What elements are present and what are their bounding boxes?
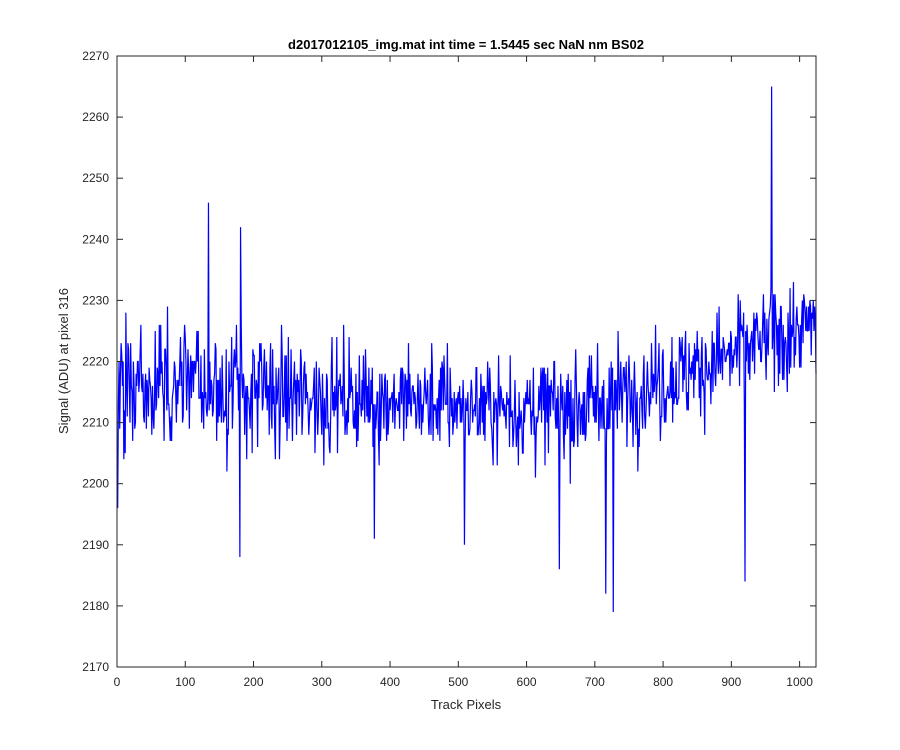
chart-title: d2017012105_img.mat int time = 1.5445 se… [288, 37, 644, 52]
x-tick-label: 600 [517, 675, 537, 689]
y-tick-label: 2170 [82, 660, 109, 674]
y-tick-label: 2220 [82, 355, 109, 369]
y-tick-label: 2210 [82, 416, 109, 430]
y-tick-label: 2230 [82, 293, 109, 307]
series-layer [117, 86, 817, 613]
x-tick-label: 400 [380, 675, 400, 689]
x-tick-label: 200 [244, 675, 264, 689]
y-tick-label: 2250 [82, 171, 109, 185]
x-tick-label: 700 [585, 675, 605, 689]
y-tick-label: 2240 [82, 232, 109, 246]
y-tick-label: 2260 [82, 110, 109, 124]
y-tick-label: 2190 [82, 538, 109, 552]
x-tick-label: 1000 [786, 675, 813, 689]
x-axis-ticks: 0 100 200 300 400 500 600 700 800 900 1000 [114, 56, 813, 689]
x-tick-label: 800 [653, 675, 673, 689]
x-tick-label: 0 [114, 675, 121, 689]
y-tick-label: 2180 [82, 599, 109, 613]
y-axis-ticks: 2170 2180 2190 2200 2210 2220 2230 2240 2250 2260… [82, 49, 816, 674]
x-axis-label: Track Pixels [431, 697, 502, 712]
y-tick-label: 2270 [82, 49, 109, 63]
x-tick-label: 500 [448, 675, 468, 689]
x-tick-label: 900 [721, 675, 741, 689]
y-axis-label: Signal (ADU) at pixel 316 [56, 288, 71, 434]
y-tick-label: 2200 [82, 477, 109, 491]
x-tick-label: 300 [312, 675, 332, 689]
x-tick-label: 100 [175, 675, 195, 689]
series-line [117, 86, 817, 613]
